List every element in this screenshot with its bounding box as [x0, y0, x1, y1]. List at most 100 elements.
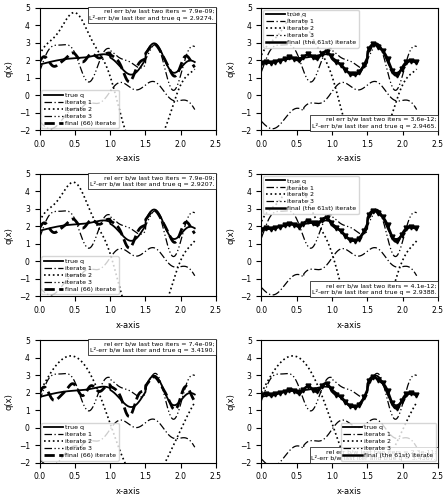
- iterate 2: [371, 478, 377, 484]
- true q: [371, 41, 377, 47]
- final (the 61st) iterate: [277, 390, 283, 396]
- Legend: true q, iterate 1, iterate 2, iterate 3, final (66) iterate: true q, iterate 1, iterate 2, iterate 3,…: [42, 422, 119, 461]
- true q: [320, 52, 326, 58]
- iterate 2: [293, 180, 298, 186]
- final (the 61st) iterate: [371, 208, 377, 214]
- iterate 1: [357, 424, 362, 430]
- iterate 1: [192, 444, 198, 450]
- final (the 61st) iterate: [372, 208, 377, 214]
- final (the 61st) iterate: [372, 42, 377, 48]
- iterate 3: [150, 44, 155, 50]
- iterate 3: [171, 254, 176, 260]
- iterate 1: [99, 99, 104, 105]
- final (66) iterate: [98, 388, 103, 394]
- Line: iterate 3: iterate 3: [262, 374, 417, 420]
- iterate 2: [56, 360, 61, 366]
- final (the 61st) iterate: [277, 224, 283, 230]
- Y-axis label: q(x): q(x): [4, 60, 13, 78]
- final (66) iterate: [192, 64, 198, 70]
- iterate 1: [88, 266, 93, 272]
- iterate 1: [150, 416, 155, 422]
- iterate 2: [56, 30, 61, 36]
- iterate 3: [371, 211, 376, 217]
- iterate 1: [321, 265, 326, 271]
- iterate 1: [414, 444, 419, 450]
- final (66) iterate: [98, 221, 103, 227]
- final (66) iterate: [149, 374, 155, 380]
- final (the 61st) iterate: [320, 50, 326, 56]
- Y-axis label: q(x): q(x): [4, 226, 13, 244]
- iterate 2: [192, 66, 198, 72]
- Text: rel err b/w last two iters = 2.3e-11;
L²-err b/w last iter and true q = 3.4367.: rel err b/w last two iters = 2.3e-11; L²…: [311, 450, 436, 462]
- iterate 2: [37, 390, 42, 396]
- iterate 2: [290, 353, 295, 359]
- iterate 2: [88, 372, 93, 378]
- iterate 3: [414, 210, 419, 216]
- Line: iterate 1: iterate 1: [39, 419, 195, 467]
- final (the 61st) iterate: [259, 226, 264, 232]
- iterate 1: [88, 100, 93, 106]
- iterate 2: [142, 482, 147, 488]
- iterate 2: [371, 140, 377, 146]
- final (66) iterate: [192, 398, 198, 404]
- Line: iterate 1: iterate 1: [39, 248, 195, 295]
- iterate 2: [150, 140, 155, 146]
- Line: true q: true q: [39, 376, 195, 407]
- iterate 2: [357, 480, 362, 486]
- final (66) iterate: [135, 62, 140, 68]
- true q: [259, 394, 264, 400]
- true q: [98, 384, 103, 390]
- Text: rel err b/w last two iters = 7.4e-09;
L²-err b/w last iter and true q = 3.4190.: rel err b/w last two iters = 7.4e-09; L²…: [90, 342, 214, 353]
- iterate 2: [372, 316, 378, 322]
- iterate 1: [372, 78, 377, 84]
- iterate 1: [414, 273, 419, 279]
- Line: iterate 1: iterate 1: [39, 82, 195, 128]
- Line: iterate 3: iterate 3: [39, 210, 195, 256]
- final (66) iterate: [56, 62, 61, 68]
- iterate 3: [371, 44, 376, 51]
- true q: [98, 218, 103, 224]
- iterate 1: [259, 118, 264, 124]
- iterate 1: [372, 78, 378, 84]
- final (the 61st) iterate: [371, 208, 376, 214]
- iterate 1: [270, 292, 275, 298]
- iterate 1: [56, 287, 61, 293]
- final (66) iterate: [135, 229, 140, 235]
- iterate 1: [310, 266, 315, 272]
- true q: [310, 220, 315, 226]
- iterate 3: [149, 211, 154, 217]
- iterate 1: [270, 126, 275, 132]
- iterate 3: [392, 416, 398, 422]
- Line: iterate 2: iterate 2: [262, 356, 417, 486]
- iterate 3: [56, 208, 61, 214]
- iterate 3: [37, 234, 42, 240]
- final (the 61st) iterate: [320, 382, 326, 388]
- final (the 61st) iterate: [357, 70, 362, 75]
- iterate 2: [88, 208, 93, 214]
- final (the 61st) iterate: [371, 374, 377, 380]
- Line: iterate 2: iterate 2: [262, 12, 417, 146]
- true q: [310, 54, 315, 60]
- iterate 3: [371, 374, 376, 380]
- Y-axis label: q(x): q(x): [4, 393, 13, 410]
- final (the 61st) iterate: [393, 238, 399, 244]
- iterate 3: [357, 64, 362, 70]
- final (66) iterate: [151, 208, 157, 214]
- final (the 61st) iterate: [414, 60, 419, 66]
- true q: [56, 390, 61, 396]
- iterate 1: [37, 118, 42, 124]
- Text: rel err b/w last two iters = 3.6e-12;
L²-err b/w last iter and true q = 2.9465.: rel err b/w last two iters = 3.6e-12; L²…: [311, 117, 436, 129]
- iterate 2: [277, 360, 283, 366]
- iterate 1: [278, 287, 283, 293]
- true q: [149, 374, 155, 380]
- iterate 2: [37, 52, 42, 58]
- iterate 3: [392, 254, 398, 260]
- iterate 2: [259, 390, 264, 396]
- true q: [320, 384, 326, 390]
- iterate 3: [152, 208, 158, 214]
- iterate 2: [135, 143, 141, 149]
- iterate 3: [259, 234, 264, 240]
- iterate 3: [259, 398, 264, 404]
- final (the 61st) iterate: [277, 58, 283, 64]
- iterate 1: [372, 244, 378, 250]
